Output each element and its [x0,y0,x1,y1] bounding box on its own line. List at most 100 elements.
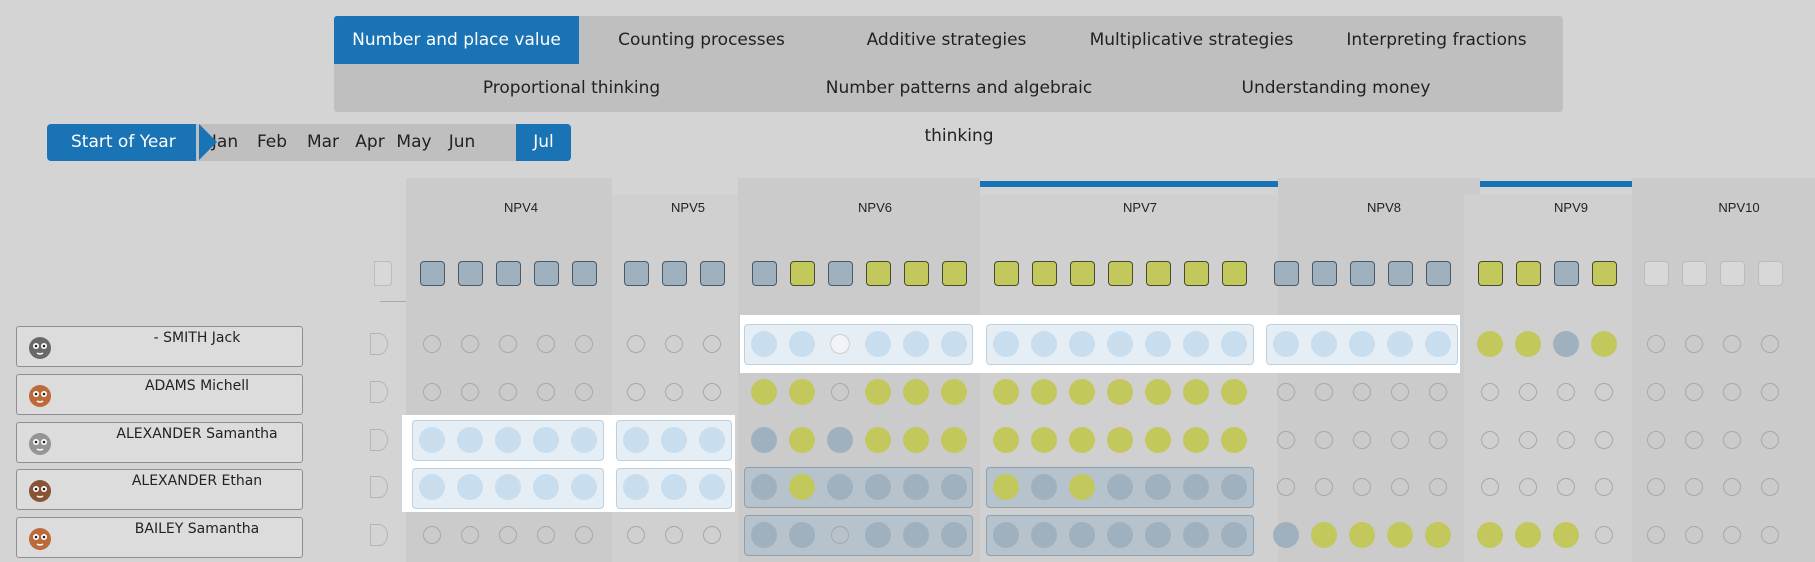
tab-multiplicative-strategies[interactable]: Multiplicative strategies [1089,30,1294,50]
progress-dot[interactable] [703,526,721,544]
indicator-square[interactable] [1644,261,1669,286]
progress-dot[interactable] [1481,478,1499,496]
progress-dot[interactable] [1761,383,1779,401]
indicator-square[interactable] [1312,261,1337,286]
indicator-square[interactable] [1108,261,1133,286]
column-header-npv5[interactable]: NPV5 [671,200,705,215]
progress-dot[interactable] [1107,427,1133,453]
progress-dot[interactable] [1031,331,1057,357]
student-card[interactable]: ADAMS Michell [16,374,303,415]
progress-dot[interactable] [627,383,645,401]
indicator-square[interactable] [572,261,597,286]
progress-dot[interactable] [789,331,815,357]
indicator-square[interactable] [662,261,687,286]
progress-dot[interactable] [665,335,683,353]
progress-dot[interactable] [941,379,967,405]
progress-dot[interactable] [419,427,445,453]
progress-dot[interactable] [1647,431,1665,449]
progress-dot[interactable] [865,474,891,500]
progress-dot[interactable] [1349,331,1375,357]
progress-dot[interactable] [623,474,649,500]
progress-dot[interactable] [423,335,441,353]
progress-dot[interactable] [461,335,479,353]
progress-dot[interactable] [703,383,721,401]
progress-dot[interactable] [865,427,891,453]
progress-dot[interactable] [623,427,649,453]
progress-dot[interactable] [941,427,967,453]
progress-dot[interactable] [1425,522,1451,548]
progress-dot[interactable] [1031,427,1057,453]
progress-dot[interactable] [1429,383,1447,401]
progress-dot[interactable] [1315,431,1333,449]
progress-dot[interactable] [1647,383,1665,401]
column-header-npv6[interactable]: NPV6 [858,200,892,215]
progress-dot[interactable] [1311,522,1337,548]
progress-dot[interactable] [1273,331,1299,357]
progress-dot[interactable] [993,522,1019,548]
progress-dot[interactable] [1595,478,1613,496]
progress-dot[interactable] [661,427,687,453]
progress-dot[interactable] [499,335,517,353]
progress-dot[interactable] [789,427,815,453]
tab-understanding-money[interactable]: Understanding money [1241,78,1431,98]
indicator-square[interactable] [942,261,967,286]
progress-dot[interactable] [751,427,777,453]
progress-dot[interactable] [1069,522,1095,548]
indicator-square[interactable] [790,261,815,286]
progress-dot[interactable] [1069,427,1095,453]
column-header-npv7[interactable]: NPV7 [1123,200,1157,215]
progress-dot[interactable] [575,335,593,353]
progress-dot[interactable] [1481,431,1499,449]
progress-dot[interactable] [1591,331,1617,357]
tab-additive-strategies[interactable]: Additive strategies [866,30,1027,50]
progress-dot[interactable] [1723,431,1741,449]
indicator-square[interactable] [752,261,777,286]
month-jun[interactable]: Jun [448,132,476,152]
progress-dot[interactable] [461,526,479,544]
progress-dot[interactable] [1277,478,1295,496]
column-header-npv9[interactable]: NPV9 [1554,200,1588,215]
progress-dot[interactable] [423,383,441,401]
progress-dot[interactable] [1273,522,1299,548]
progress-dot[interactable] [1069,379,1095,405]
progress-dot[interactable] [1353,478,1371,496]
progress-dot[interactable] [941,522,967,548]
progress-dot[interactable] [1315,478,1333,496]
indicator-square[interactable] [1274,261,1299,286]
indicator-square[interactable] [994,261,1019,286]
indicator-square[interactable] [1070,261,1095,286]
indicator-square[interactable] [1516,261,1541,286]
progress-dot[interactable] [1183,522,1209,548]
progress-dot[interactable] [1107,474,1133,500]
progress-dot[interactable] [533,474,559,500]
column-header-npv8[interactable]: NPV8 [1367,200,1401,215]
progress-dot[interactable] [1595,431,1613,449]
indicator-square[interactable] [1720,261,1745,286]
progress-dot[interactable] [1685,335,1703,353]
progress-dot[interactable] [1761,478,1779,496]
indicator-square[interactable] [1388,261,1413,286]
progress-dot[interactable] [575,526,593,544]
indicator-square[interactable] [420,261,445,286]
progress-dot[interactable] [1221,331,1247,357]
progress-dot[interactable] [1107,331,1133,357]
progress-dot[interactable] [1685,478,1703,496]
progress-dot[interactable] [1145,331,1171,357]
progress-dot[interactable] [789,474,815,500]
progress-dot[interactable] [1315,383,1333,401]
progress-dot[interactable] [865,331,891,357]
progress-dot[interactable] [830,334,850,354]
progress-dot[interactable] [1595,526,1613,544]
progress-dot[interactable] [1425,331,1451,357]
progress-dot[interactable] [993,379,1019,405]
progress-dot[interactable] [703,335,721,353]
indicator-square[interactable] [700,261,725,286]
progress-dot[interactable] [537,526,555,544]
progress-dot[interactable] [1387,331,1413,357]
progress-dot[interactable] [1647,335,1665,353]
column-header-npv4[interactable]: NPV4 [504,200,538,215]
progress-dot[interactable] [1183,427,1209,453]
indicator-square[interactable] [1758,261,1783,286]
progress-dot[interactable] [1221,474,1247,500]
progress-dot[interactable] [1477,522,1503,548]
